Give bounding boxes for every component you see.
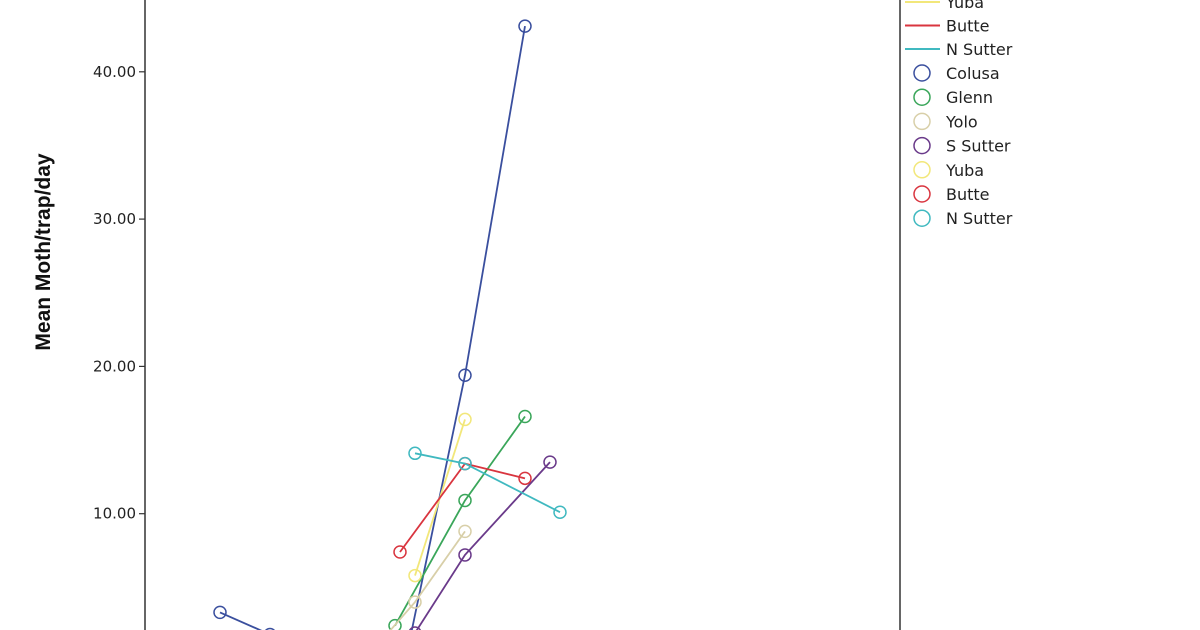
y-tick-label: 10.00 — [93, 505, 136, 523]
legend-marker-swatch — [913, 64, 931, 82]
data-point — [388, 618, 402, 630]
series-line — [414, 452, 561, 514]
legend-label: S Sutter — [946, 137, 1011, 156]
y-axis-label: Mean Moth/trap/day — [32, 153, 55, 351]
series-butte — [393, 456, 532, 559]
series-glenn — [388, 409, 532, 630]
data-point — [458, 524, 472, 539]
data-point — [458, 412, 472, 427]
y-tick-label: 40.00 — [93, 63, 136, 81]
legend-label: Glenn — [946, 88, 993, 107]
series-n-sutter — [408, 446, 567, 519]
legend-label: Yuba — [945, 161, 984, 180]
series-line — [389, 530, 466, 630]
legend-label: Colusa — [946, 64, 1000, 83]
legend-marker-swatch — [913, 136, 931, 155]
legend-label: N Sutter — [946, 40, 1013, 59]
legend-label: Yolo — [945, 112, 978, 131]
series-line — [415, 461, 551, 630]
data-point — [408, 446, 422, 461]
legend-marker-swatch — [913, 112, 931, 131]
series-line — [219, 25, 526, 630]
series-yolo — [389, 524, 472, 630]
legend-marker-swatch — [913, 185, 931, 203]
data-point — [264, 627, 276, 630]
data-point — [458, 493, 472, 508]
legend-marker-swatch — [913, 88, 931, 106]
data-point — [553, 505, 567, 519]
data-point — [458, 548, 472, 562]
legend-label: N Sutter — [946, 209, 1013, 228]
data-point — [408, 626, 422, 630]
data-point — [213, 605, 227, 620]
data-point — [458, 368, 472, 382]
data-point — [408, 595, 422, 609]
data-point — [393, 545, 407, 559]
legend-marker-swatch — [913, 209, 931, 227]
data-point — [518, 19, 532, 33]
y-tick-label: 20.00 — [93, 357, 136, 375]
data-point — [543, 455, 557, 469]
data-point — [408, 568, 422, 583]
series-line — [399, 462, 526, 553]
data-point — [458, 456, 472, 471]
data-point — [518, 471, 532, 486]
series-line — [394, 415, 526, 627]
y-tick-label: 30.00 — [93, 210, 136, 228]
series-s-sutter — [408, 455, 557, 630]
data-point — [518, 409, 532, 424]
legend-marker-swatch — [913, 161, 931, 179]
legend-label: Butte — [946, 17, 990, 36]
legend-label: Butte — [946, 185, 990, 204]
legend-label: Yuba — [945, 0, 984, 12]
series-colusa — [213, 19, 532, 630]
